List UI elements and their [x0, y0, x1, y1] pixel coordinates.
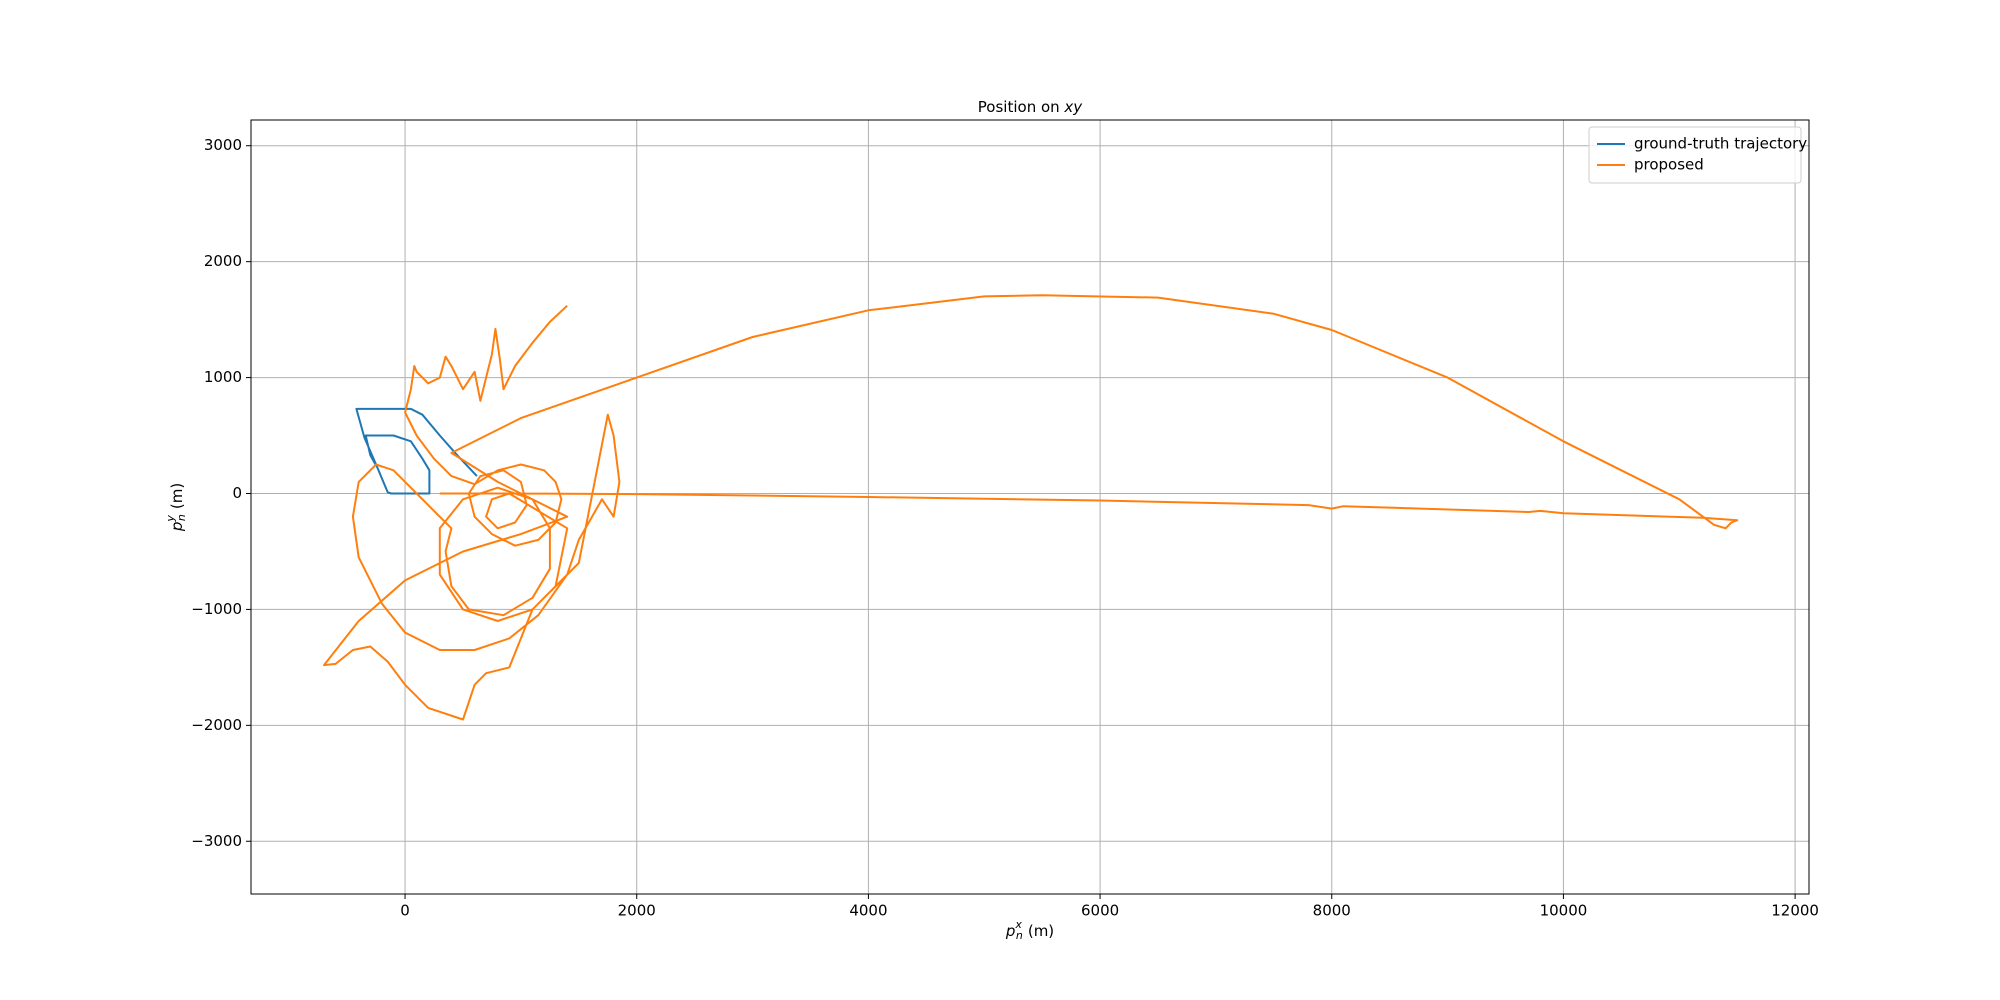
x-tick-label: 4000: [849, 902, 887, 920]
y-label-sup: y: [164, 515, 177, 523]
x-tick-label: 12000: [1771, 902, 1819, 920]
y-tick-label: 2000: [204, 252, 242, 270]
y-label-symbol: p: [168, 522, 186, 533]
y-label-sub: n: [175, 514, 188, 521]
x-tick-label: 10000: [1540, 902, 1588, 920]
legend-label: ground-truth trajectory: [1634, 135, 1807, 153]
legend-label: proposed: [1634, 156, 1704, 174]
x-axis-label: px n (m): [1005, 918, 1054, 942]
y-label-unit: (m): [168, 483, 186, 509]
y-tick-label: −1000: [191, 600, 242, 618]
x-tick-label: 0: [400, 902, 410, 920]
y-tick-label: −2000: [191, 716, 242, 734]
y-tick-label: −3000: [191, 832, 242, 850]
y-tick-label: 0: [232, 484, 242, 502]
x-label-sub: n: [1016, 929, 1023, 942]
x-tick-label: 6000: [1081, 902, 1119, 920]
series-line: [323, 294, 1739, 721]
x-label-sup: x: [1014, 918, 1022, 931]
y-tick-label: 3000: [204, 136, 242, 154]
title-text: Position on: [978, 98, 1065, 116]
legend: ground-truth trajectory proposed: [1588, 126, 1807, 184]
x-tick-label: 8000: [1313, 902, 1351, 920]
chart-title: Position on xy: [978, 98, 1084, 116]
axes-frame: [250, 119, 1810, 895]
x-label-symbol: p: [1005, 922, 1016, 940]
series-line: [355, 407, 478, 495]
x-label-unit: (m): [1028, 922, 1054, 940]
y-tick-label: 1000: [204, 368, 242, 386]
y-axis-label: pyn (m): [164, 483, 188, 532]
title-math: xy: [1063, 98, 1083, 116]
x-tick-label: 2000: [618, 902, 656, 920]
legend-box: [1588, 126, 1802, 184]
